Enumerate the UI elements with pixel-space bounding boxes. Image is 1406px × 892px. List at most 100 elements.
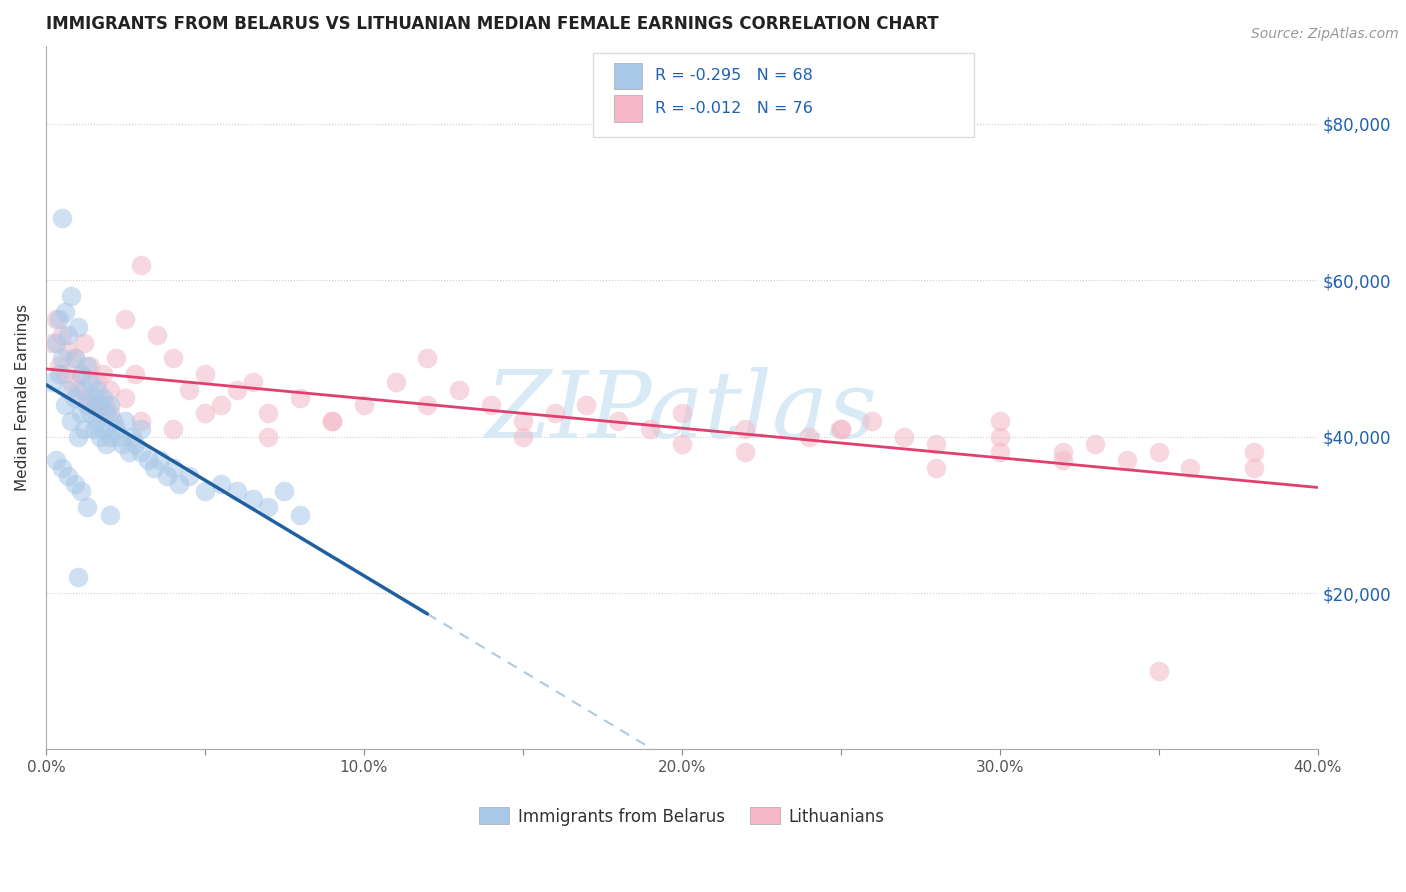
- Point: [79, 406, 101, 420]
- Point: [58, 468, 80, 483]
- Point: [638, 422, 661, 436]
- Point: [273, 484, 295, 499]
- Point: [1243, 445, 1265, 459]
- Point: [512, 429, 534, 443]
- Point: [1147, 445, 1170, 459]
- Point: [117, 445, 139, 459]
- Point: [86, 375, 108, 389]
- Point: [63, 351, 86, 366]
- Point: [104, 351, 127, 366]
- Point: [162, 351, 184, 366]
- Point: [98, 406, 121, 420]
- Point: [98, 429, 121, 443]
- Point: [44, 312, 66, 326]
- Text: R = -0.295   N = 68: R = -0.295 N = 68: [655, 69, 813, 84]
- Point: [60, 375, 83, 389]
- Point: [321, 414, 343, 428]
- Legend: Immigrants from Belarus, Lithuanians: Immigrants from Belarus, Lithuanians: [479, 807, 884, 825]
- Point: [1243, 461, 1265, 475]
- Point: [131, 414, 153, 428]
- Point: [53, 367, 76, 381]
- Point: [96, 437, 118, 451]
- Point: [83, 391, 105, 405]
- Point: [51, 351, 73, 366]
- Point: [575, 398, 598, 412]
- Point: [89, 406, 111, 420]
- Point: [63, 391, 86, 405]
- Point: [131, 422, 153, 436]
- Point: [242, 492, 264, 507]
- Point: [48, 359, 70, 374]
- Point: [416, 351, 439, 366]
- Point: [209, 398, 232, 412]
- Point: [177, 468, 200, 483]
- Point: [60, 414, 83, 428]
- Point: [225, 484, 247, 499]
- Point: [797, 429, 820, 443]
- Point: [98, 398, 121, 412]
- Point: [543, 406, 565, 420]
- Point: [830, 422, 852, 436]
- Point: [734, 445, 756, 459]
- Point: [86, 383, 108, 397]
- Point: [124, 437, 146, 451]
- Point: [91, 367, 114, 381]
- Point: [41, 375, 63, 389]
- Point: [44, 453, 66, 467]
- Point: [143, 461, 166, 475]
- Point: [104, 422, 127, 436]
- Point: [89, 429, 111, 443]
- Point: [83, 398, 105, 412]
- FancyBboxPatch shape: [614, 95, 643, 121]
- Point: [96, 406, 118, 420]
- Point: [41, 335, 63, 350]
- Point: [1115, 453, 1137, 467]
- Point: [108, 429, 131, 443]
- Text: IMMIGRANTS FROM BELARUS VS LITHUANIAN MEDIAN FEMALE EARNINGS CORRELATION CHART: IMMIGRANTS FROM BELARUS VS LITHUANIAN ME…: [46, 15, 939, 33]
- Point: [149, 453, 172, 467]
- Text: Source: ZipAtlas.com: Source: ZipAtlas.com: [1251, 27, 1399, 41]
- Point: [114, 312, 136, 326]
- Point: [734, 422, 756, 436]
- Point: [86, 414, 108, 428]
- Point: [384, 375, 406, 389]
- Point: [225, 383, 247, 397]
- Point: [70, 484, 93, 499]
- Point: [290, 508, 312, 522]
- Point: [53, 304, 76, 318]
- Text: R = -0.012   N = 76: R = -0.012 N = 76: [655, 101, 813, 116]
- Point: [194, 406, 217, 420]
- Point: [76, 391, 98, 405]
- Point: [121, 429, 143, 443]
- Point: [66, 383, 89, 397]
- Point: [111, 437, 134, 451]
- Point: [73, 383, 96, 397]
- Point: [1052, 445, 1074, 459]
- Point: [66, 570, 89, 584]
- Point: [988, 429, 1011, 443]
- Point: [58, 383, 80, 397]
- Point: [66, 320, 89, 334]
- Point: [79, 359, 101, 374]
- Point: [60, 289, 83, 303]
- Point: [512, 414, 534, 428]
- Point: [607, 414, 630, 428]
- FancyBboxPatch shape: [614, 62, 643, 89]
- Point: [177, 383, 200, 397]
- Point: [162, 461, 184, 475]
- Point: [671, 437, 693, 451]
- Point: [114, 391, 136, 405]
- Point: [194, 367, 217, 381]
- Point: [91, 422, 114, 436]
- Point: [79, 375, 101, 389]
- Point: [53, 398, 76, 412]
- Point: [321, 414, 343, 428]
- Point: [131, 258, 153, 272]
- Point: [51, 328, 73, 343]
- Point: [479, 398, 502, 412]
- Point: [73, 422, 96, 436]
- Point: [242, 375, 264, 389]
- Point: [124, 367, 146, 381]
- Point: [925, 461, 948, 475]
- Point: [194, 484, 217, 499]
